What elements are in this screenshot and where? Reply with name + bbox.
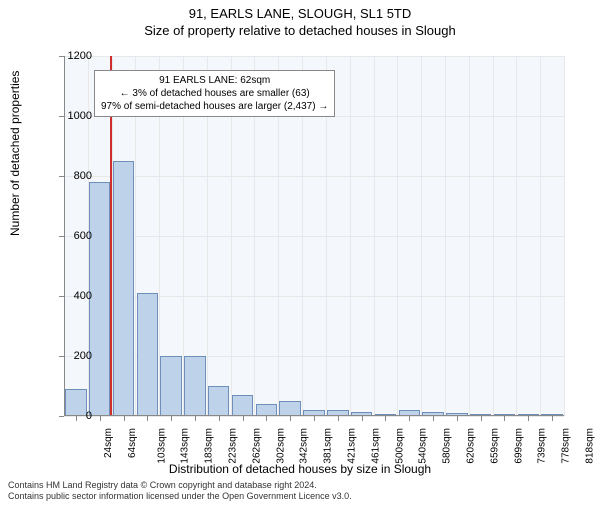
x-tick-label: 421sqm — [347, 428, 358, 464]
histogram-bar — [279, 401, 300, 416]
x-tick-label: 143sqm — [180, 428, 191, 464]
histogram-bar — [232, 395, 253, 416]
x-tick-label: 540sqm — [418, 428, 429, 464]
x-tick-mark — [338, 416, 339, 421]
x-tick-mark — [100, 416, 101, 421]
histogram-bar — [113, 161, 134, 416]
grid-line-v — [493, 56, 494, 416]
grid-line-h — [64, 236, 564, 237]
grid-line-h — [64, 176, 564, 177]
grid-line-v — [421, 56, 422, 416]
annotation-box: 91 EARLS LANE: 62sqm ← 3% of detached ho… — [94, 70, 335, 117]
x-tick-label: 818sqm — [585, 428, 596, 464]
grid-line-v — [374, 56, 375, 416]
histogram-bar — [137, 293, 158, 416]
x-tick-label: 302sqm — [275, 428, 286, 464]
annotation-line1: 91 EARLS LANE: 62sqm — [101, 74, 328, 87]
x-tick-mark — [504, 416, 505, 421]
x-tick-mark — [290, 416, 291, 421]
grid-line-v — [350, 56, 351, 416]
x-tick-mark — [147, 416, 148, 421]
x-tick-mark — [481, 416, 482, 421]
x-tick-label: 699sqm — [513, 428, 524, 464]
histogram-chart: 24sqm64sqm103sqm143sqm183sqm223sqm262sqm… — [64, 56, 564, 416]
footer: Contains HM Land Registry data © Crown c… — [8, 480, 352, 502]
x-tick-mark — [552, 416, 553, 421]
x-axis-label: Distribution of detached houses by size … — [0, 462, 600, 476]
page-title: 91, EARLS LANE, SLOUGH, SL1 5TD — [0, 6, 600, 21]
x-tick-mark — [362, 416, 363, 421]
histogram-bar — [89, 182, 110, 416]
x-tick-label: 461sqm — [370, 428, 381, 464]
x-tick-mark — [314, 416, 315, 421]
x-tick-mark — [195, 416, 196, 421]
x-tick-label: 580sqm — [442, 428, 453, 464]
x-tick-mark — [266, 416, 267, 421]
x-tick-mark — [433, 416, 434, 421]
x-tick-label: 342sqm — [299, 428, 310, 464]
x-tick-label: 381sqm — [323, 428, 334, 464]
x-tick-mark — [219, 416, 220, 421]
y-tick-label: 400 — [52, 290, 92, 302]
x-tick-mark — [243, 416, 244, 421]
grid-line-v — [445, 56, 446, 416]
x-tick-label: 500sqm — [394, 428, 405, 464]
x-tick-label: 64sqm — [127, 428, 138, 458]
y-axis-label: Number of detached properties — [8, 71, 22, 236]
grid-line-v — [397, 56, 398, 416]
x-tick-label: 24sqm — [103, 428, 114, 458]
grid-line-v — [469, 56, 470, 416]
y-tick-label: 1200 — [52, 50, 92, 62]
y-tick-label: 800 — [52, 170, 92, 182]
x-tick-label: 183sqm — [204, 428, 215, 464]
x-tick-mark — [171, 416, 172, 421]
grid-line-v — [540, 56, 541, 416]
y-tick-label: 200 — [52, 350, 92, 362]
footer-line1: Contains HM Land Registry data © Crown c… — [8, 480, 352, 491]
histogram-bar — [208, 386, 229, 416]
annotation-line3: 97% of semi-detached houses are larger (… — [101, 100, 328, 113]
x-tick-mark — [124, 416, 125, 421]
annotation-line2: ← 3% of detached houses are smaller (63) — [101, 87, 328, 100]
x-tick-mark — [409, 416, 410, 421]
x-tick-label: 739sqm — [537, 428, 548, 464]
footer-line2: Contains public sector information licen… — [8, 491, 352, 502]
x-tick-label: 223sqm — [228, 428, 239, 464]
x-tick-label: 103sqm — [156, 428, 167, 464]
x-tick-label: 620sqm — [466, 428, 477, 464]
x-tick-label: 659sqm — [489, 428, 500, 464]
x-tick-label: 778sqm — [561, 428, 572, 464]
x-tick-label: 262sqm — [251, 428, 262, 464]
grid-line-h — [64, 56, 564, 57]
histogram-bar — [160, 356, 181, 416]
x-tick-mark — [385, 416, 386, 421]
y-tick-label: 1000 — [52, 110, 92, 122]
x-tick-mark — [457, 416, 458, 421]
x-tick-mark — [528, 416, 529, 421]
page-subtitle: Size of property relative to detached ho… — [0, 23, 600, 38]
y-tick-label: 0 — [52, 410, 92, 422]
y-tick-label: 600 — [52, 230, 92, 242]
grid-line-v — [564, 56, 565, 416]
histogram-bar — [184, 356, 205, 416]
grid-line-v — [516, 56, 517, 416]
